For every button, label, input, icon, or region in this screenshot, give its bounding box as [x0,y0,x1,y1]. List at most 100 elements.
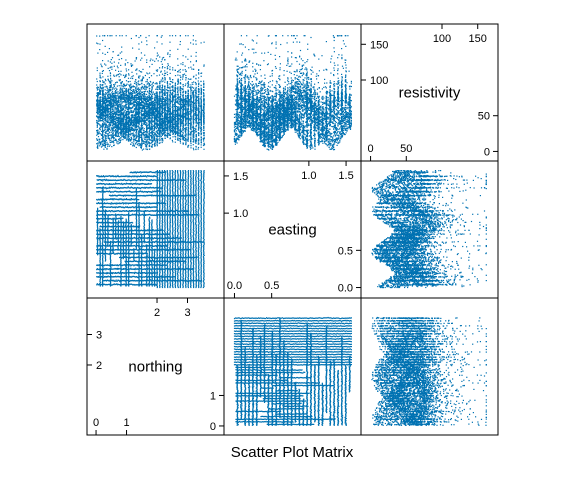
data-point [175,92,176,93]
data-point [157,53,158,54]
data-point [170,54,171,55]
data-point [126,74,127,75]
data-point [175,75,176,76]
data-point [159,56,160,57]
data-point [180,94,181,95]
data-point [172,141,173,142]
data-point [177,58,178,59]
data-point [162,116,163,117]
data-point [151,130,152,131]
data-point [179,75,180,76]
data-point [156,125,157,126]
data-point [180,138,181,139]
data-point [105,79,106,80]
data-point [180,35,181,36]
data-point [105,147,106,148]
data-point [99,73,100,74]
data-point [138,84,139,85]
data-point [99,75,100,76]
data-point [164,86,165,87]
data-point [169,42,170,43]
data-point [149,146,150,147]
data-point [139,143,140,144]
data-point [97,89,98,90]
data-point [141,127,142,128]
data-point [141,89,142,90]
data-point [167,81,168,82]
data-point [178,140,179,141]
data-point [172,136,173,137]
data-point [169,96,170,97]
data-point [177,88,178,89]
data-point [102,53,103,54]
data-point [152,86,153,87]
data-point [102,80,103,81]
data-point [177,84,178,85]
data-point [167,131,168,132]
data-point [180,72,181,73]
data-point [157,145,158,146]
data-point [100,86,101,87]
data-point [167,83,168,84]
data-point [161,81,162,82]
data-point [170,97,171,98]
data-point [170,81,171,82]
data-point [128,69,129,70]
data-point [169,66,170,67]
data-point [159,83,160,84]
data-point [156,35,157,36]
data-point [125,59,126,60]
data-point [157,142,158,143]
data-point [100,76,101,77]
data-point [180,77,181,78]
data-point [177,135,178,136]
data-point [182,64,183,65]
data-point [149,143,150,144]
data-point [180,41,181,42]
data-point [136,83,137,84]
data-point [138,37,139,38]
data-point [141,138,142,139]
data-point [121,108,122,109]
data-point [172,79,173,80]
data-point [162,135,163,136]
data-point [162,66,163,67]
data-point [180,125,181,126]
data-point [102,40,103,41]
data-point [120,71,121,72]
data-point [167,72,168,73]
data-point [162,142,163,143]
data-point [178,90,179,91]
data-point [159,94,160,95]
data-point [103,117,104,118]
data-point [130,63,131,64]
data-point [161,43,162,44]
data-point [149,66,150,67]
data-point [97,123,98,124]
data-point [146,72,147,73]
data-point [177,87,178,88]
data-point [162,78,163,79]
data-point [149,77,150,78]
data-point [102,73,103,74]
data-point [180,69,181,70]
data-point [172,35,173,36]
data-point [138,49,139,50]
data-point [162,64,163,65]
data-point [164,88,165,89]
data-point [175,97,176,98]
data-point [180,122,181,123]
data-point [175,123,176,124]
data-point [126,35,127,36]
data-point [170,84,171,85]
data-point [178,79,179,80]
data-point [167,85,168,86]
data-point [177,75,178,76]
data-point [167,135,168,136]
data-point [177,107,178,108]
data-point [136,73,137,74]
data-point [177,92,178,93]
data-point [169,88,170,89]
data-point [172,87,173,88]
